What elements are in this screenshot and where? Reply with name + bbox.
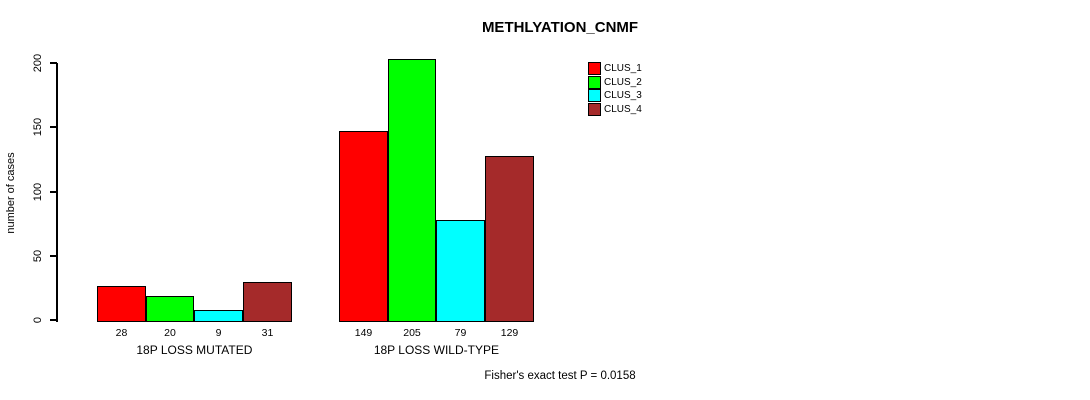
bar-clus_1-group1 [97,286,146,322]
y-axis-label: number of cases [5,152,17,234]
y-axis-tick [50,254,57,257]
bar-clus_3-group1 [194,310,243,322]
annotation-text: Fisher's exact test P = 0.0158 [484,370,636,382]
legend-swatch-clus_2 [588,75,601,89]
bar-value-label: 205 [403,327,421,339]
bar-clus_2-group2 [388,59,436,322]
y-tick-label: 200 [32,53,44,73]
y-axis-tick [50,190,57,193]
bar-clus_2-group1 [146,296,194,322]
legend-label: CLUS_1 [604,63,642,74]
legend-label: CLUS_4 [604,103,642,115]
bar-value-label: 79 [454,327,467,339]
y-axis-line [56,63,58,322]
bar-value-label: 28 [115,327,128,339]
legend-label: CLUS_2 [604,76,642,88]
bar-value-label: 31 [261,327,274,339]
group-label: 18P LOSS WILD-TYPE [373,343,499,357]
y-axis-tick [50,126,57,129]
y-tick-label: 0 [32,316,44,324]
group-label: 18P LOSS MUTATED [136,343,253,357]
legend-swatch-clus_1 [588,62,601,75]
chart-title: METHLYATION_CNMF [481,19,639,36]
y-tick-label: 150 [32,118,44,137]
y-axis-tick [50,62,57,64]
legend-label: CLUS_3 [604,90,642,101]
bar-value-label: 149 [354,327,373,339]
bar-clus_3-group2 [436,220,485,322]
legend-swatch-clus_4 [588,102,601,116]
bar-clus_4-group2 [485,156,534,322]
bar-value-label: 129 [500,327,519,339]
legend-swatch-clus_3 [588,89,601,102]
y-tick-label: 50 [32,249,44,262]
y-axis-tick [50,319,57,321]
bar-clus_4-group1 [243,282,292,322]
y-tick-label: 100 [32,182,44,201]
bar-value-label: 20 [164,327,176,339]
bar-clus_1-group2 [339,131,388,322]
bar-value-label: 9 [215,327,222,339]
